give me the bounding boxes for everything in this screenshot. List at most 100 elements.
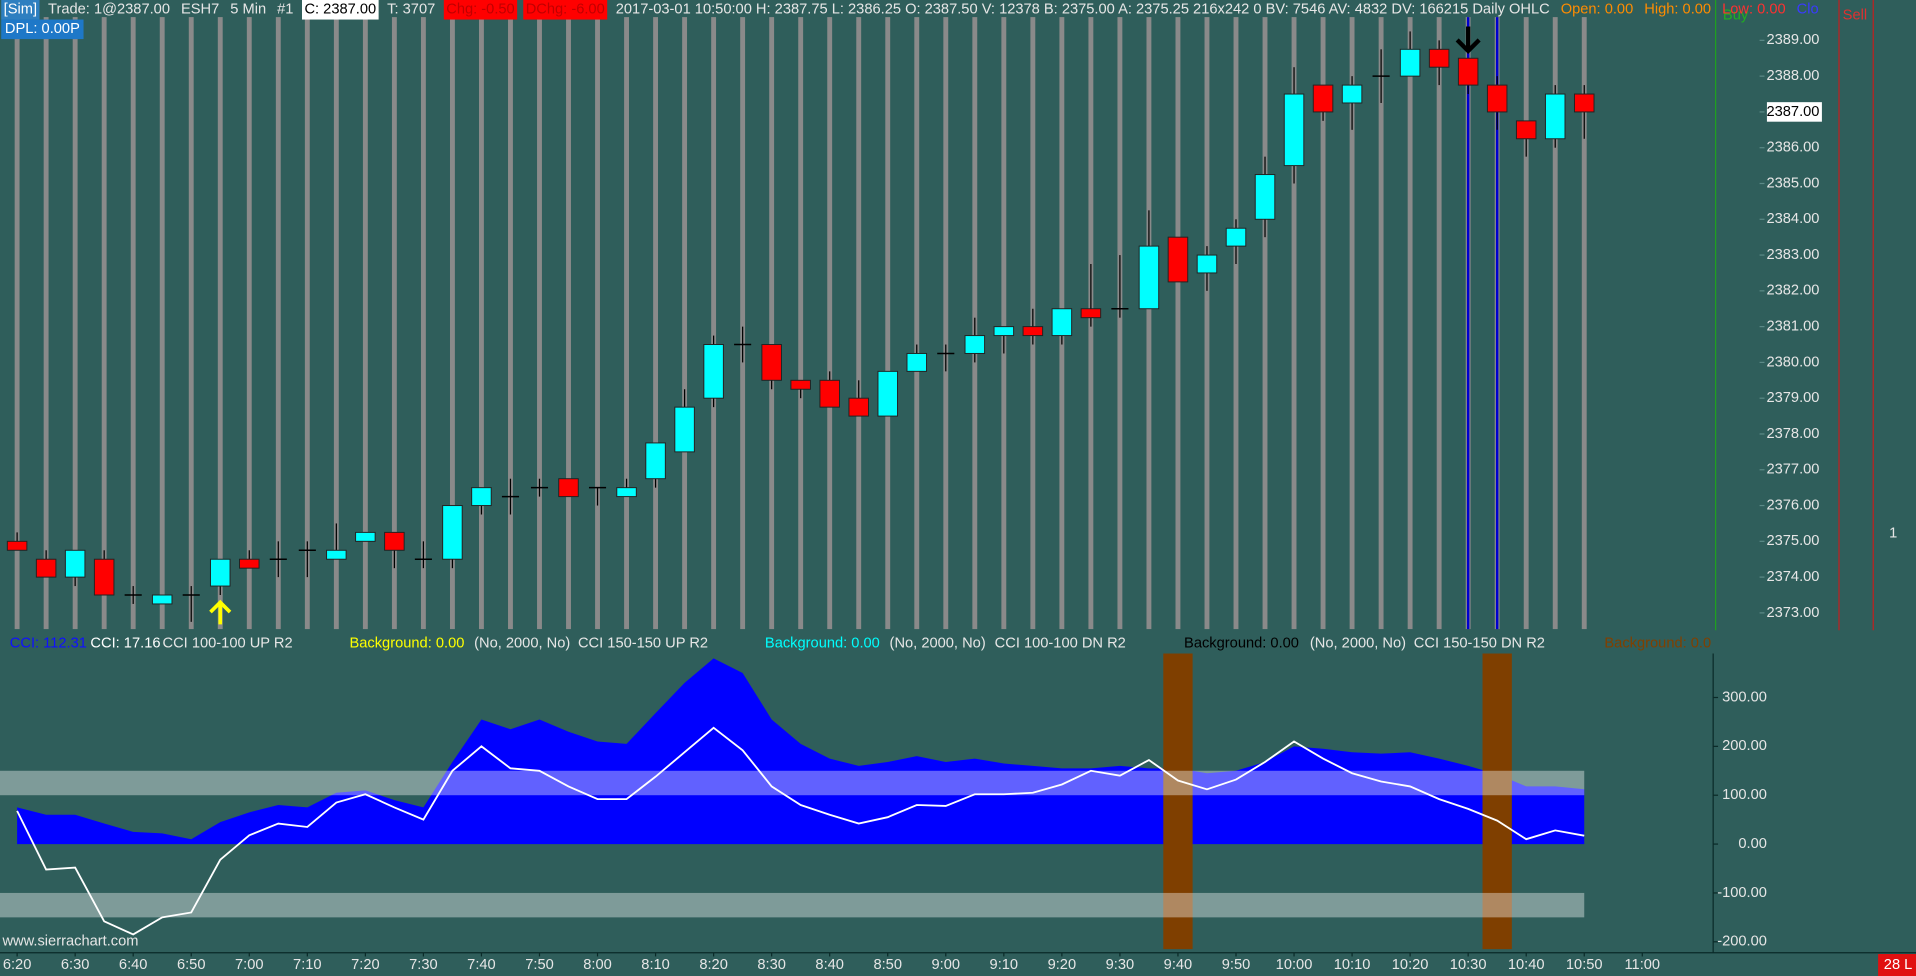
candle-body	[1486, 84, 1508, 113]
x-tick-label: 6:20	[3, 957, 32, 973]
bar-column	[1204, 17, 1210, 630]
x-tick-label: 7:40	[467, 957, 496, 973]
last-price-box	[1766, 102, 1822, 122]
header-item-bg	[1, 0, 40, 20]
candle-body	[1138, 245, 1160, 310]
legend-entry: CCI 100-100 UP R2	[163, 636, 293, 652]
candle-body	[239, 558, 260, 569]
candle-body	[93, 558, 115, 596]
candle-body	[674, 406, 695, 453]
sell-label[interactable]: Sell	[1843, 8, 1867, 24]
candle-body	[877, 370, 899, 417]
x-tick-label: 7:30	[409, 957, 438, 973]
x-tick-label: 6:30	[61, 957, 90, 973]
candle-body	[1544, 93, 1566, 140]
candle-body	[1312, 84, 1334, 113]
bar-column	[1320, 17, 1326, 630]
candle-body	[703, 344, 724, 399]
header-item: Open: 0.00	[1561, 2, 1634, 18]
x-tick-label: 7:50	[525, 957, 554, 973]
cci-line	[16, 726, 1585, 936]
main-layer: [Sim] Trade: 1@2387.00 ESH7 5 Min #1 C: 2387.…	[0, 0, 1822, 973]
bar-column	[827, 17, 833, 630]
bar-column	[914, 17, 920, 630]
candle-body	[645, 442, 666, 480]
y-tick-label: 2382.00	[1766, 283, 1819, 299]
bar-column	[740, 17, 746, 630]
header-item: DChg: -6.00	[526, 2, 605, 18]
candle-body	[993, 326, 1015, 337]
candle-body	[1167, 236, 1189, 283]
bar-column	[566, 17, 571, 630]
x-tick-label: 9:50	[1222, 957, 1251, 973]
y-tick-label: 2375.00	[1766, 533, 1819, 549]
bar-column	[682, 17, 688, 630]
bar-column	[449, 17, 455, 630]
candle-body	[906, 352, 928, 372]
bar-column	[1146, 17, 1152, 630]
x-tick-label: 11:00	[1624, 957, 1660, 973]
x-tick-label: 8:20	[699, 957, 728, 973]
y-tick-label: 2381.00	[1766, 319, 1819, 335]
watermark: www.sierrachart.com	[1, 934, 138, 950]
y-tick-label: 2383.00	[1766, 247, 1819, 263]
bar-column	[362, 17, 368, 630]
bar-column	[856, 17, 862, 630]
bar-column	[43, 17, 49, 630]
y-tick-label: 2384.00	[1766, 211, 1819, 227]
candle-body	[151, 594, 173, 605]
candle-body	[1428, 48, 1450, 68]
x-tick-label: 8:50	[873, 957, 902, 973]
candle-body	[1457, 57, 1479, 86]
legend-entry: CCI: 17.16	[90, 636, 160, 652]
header-item: ESH7	[181, 2, 219, 18]
x-tick-label: 7:00	[235, 957, 264, 973]
y-tick-label: 300.00	[1722, 689, 1767, 705]
x-tick-label: 10:00	[1276, 957, 1313, 973]
buy-label[interactable]: Buy	[1723, 8, 1749, 24]
y-tick-label: 2377.00	[1766, 462, 1819, 478]
bar-column	[769, 17, 775, 630]
bar-column	[1262, 17, 1268, 630]
header-item-bg	[523, 0, 608, 20]
x-tick-label: 8:40	[815, 957, 844, 973]
candle-body	[1254, 174, 1276, 220]
x-tick-label: 6:50	[177, 957, 206, 973]
candle-body	[1225, 227, 1247, 247]
legend-entry: (No, 2000, No)	[890, 636, 986, 652]
bar-column	[1233, 17, 1239, 630]
candle-body	[761, 344, 782, 381]
bar-column	[420, 17, 426, 630]
bar-column	[1552, 17, 1558, 630]
y-tick-label: 2373.00	[1766, 605, 1819, 621]
header-item: Chg: -0.50	[446, 2, 514, 18]
bar-column	[624, 17, 629, 630]
candle-body	[1573, 93, 1595, 113]
legend-entry: CCI: 112.31	[10, 636, 87, 652]
bar-column	[304, 17, 310, 630]
bar-column	[159, 17, 165, 630]
bar-column	[130, 17, 136, 630]
bar-column	[1523, 17, 1529, 630]
x-tick-label: 8:00	[583, 957, 612, 973]
x-tick-label: 7:20	[351, 957, 380, 973]
header-item: 5 Min	[230, 2, 266, 18]
y-tick-label: 2389.00	[1766, 32, 1819, 48]
candle-body	[848, 397, 869, 417]
header-item: [Sim]	[4, 2, 37, 18]
x-tick-label: 8:30	[757, 957, 786, 973]
background-highlight	[1163, 653, 1193, 950]
x-tick-label: 10:10	[1334, 957, 1371, 973]
candle-body	[1515, 120, 1537, 140]
up-arrow	[209, 599, 232, 625]
candle-body	[1196, 254, 1218, 274]
bar-column	[217, 17, 223, 630]
level-band	[0, 892, 1585, 918]
y-tick-label: 2378.00	[1766, 426, 1819, 442]
bar-column	[391, 17, 397, 630]
candle-body	[616, 487, 637, 498]
candle-body	[326, 549, 347, 560]
y-tick-label: 2388.00	[1766, 68, 1819, 84]
